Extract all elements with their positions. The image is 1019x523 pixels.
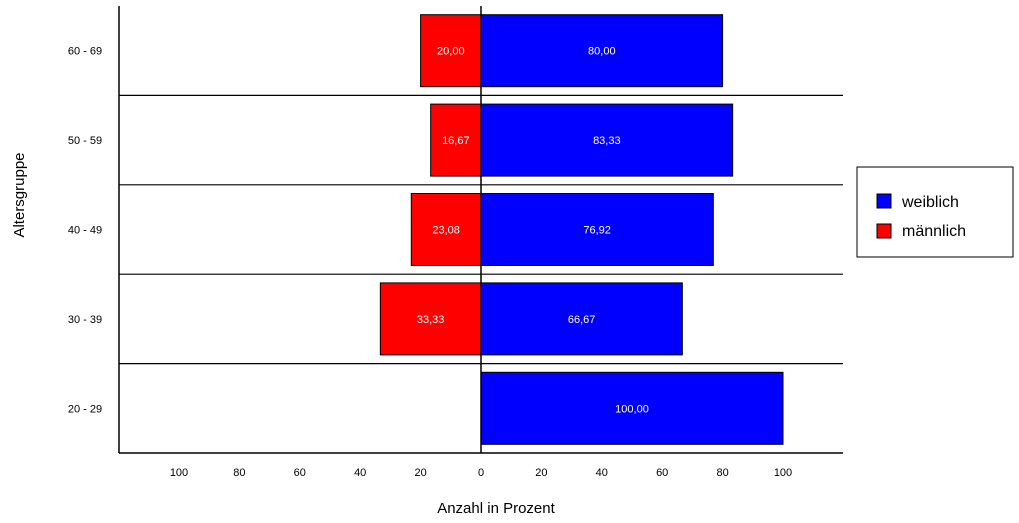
x-tick-label: 0 — [478, 467, 484, 479]
bar-weiblich — [480, 282, 683, 356]
category-label: 50 - 59 — [68, 135, 102, 147]
bar-value-label-maennlich: 20,00 — [437, 46, 465, 58]
legend-box — [856, 166, 1014, 258]
category-labels: 60 - 69 50 - 59 40 - 49 30 - 39 20 - 29 — [68, 46, 102, 416]
bars: 80,00 20,00 83,33 16,67 76,92 23,08 66,67 33,33… — [379, 14, 784, 445]
category-label: 40 - 49 — [68, 225, 102, 237]
x-tick-label: 80 — [716, 467, 728, 479]
bar-value-label-weiblich: 80,00 — [588, 46, 616, 58]
category-label: 60 - 69 — [68, 46, 102, 58]
x-tick-label: 40 — [354, 467, 366, 479]
x-tick-labels: 100 80 60 40 20 0 20 40 60 80 100 — [170, 467, 792, 479]
legend-swatch-maennlich — [876, 223, 892, 239]
legend-label-weiblich: weiblich — [901, 194, 959, 211]
bar-value-label-weiblich: 76,92 — [583, 225, 611, 237]
bar-maennlich — [430, 103, 482, 177]
x-tick-label: 60 — [656, 467, 668, 479]
bar-weiblich — [480, 371, 784, 445]
legend: weiblich männlich — [856, 166, 1014, 258]
x-tick-label: 80 — [233, 467, 245, 479]
bar-weiblich — [480, 14, 724, 88]
bar-value-label-maennlich: 33,33 — [417, 314, 445, 326]
bar-value-label-weiblich: 83,33 — [593, 135, 621, 147]
x-tick-label: 20 — [535, 467, 547, 479]
bar-maennlich — [410, 193, 482, 266]
legend-label-maennlich: männlich — [902, 223, 966, 240]
bar-weiblich — [480, 103, 734, 177]
category-label: 20 - 29 — [68, 403, 102, 415]
bar-value-label-weiblich: 66,67 — [568, 314, 596, 326]
x-tick-label: 100 — [170, 467, 188, 479]
x-tick-label: 40 — [596, 467, 608, 479]
bar-maennlich — [420, 14, 482, 88]
bar-value-label-maennlich: 16,67 — [442, 135, 470, 147]
y-axis-title: Altersgruppe — [11, 152, 28, 237]
bar-value-label-maennlich: 23,08 — [432, 225, 460, 237]
category-label: 30 - 39 — [68, 314, 102, 326]
axes — [118, 6, 843, 454]
x-axis-title: Anzahl in Prozent — [437, 500, 555, 517]
bar-value-label-weiblich: 100,00 — [615, 403, 649, 415]
x-tick-label: 20 — [414, 467, 426, 479]
legend-swatch-weiblich — [876, 193, 892, 209]
x-tick-label: 100 — [774, 467, 792, 479]
x-tick-label: 60 — [294, 467, 306, 479]
